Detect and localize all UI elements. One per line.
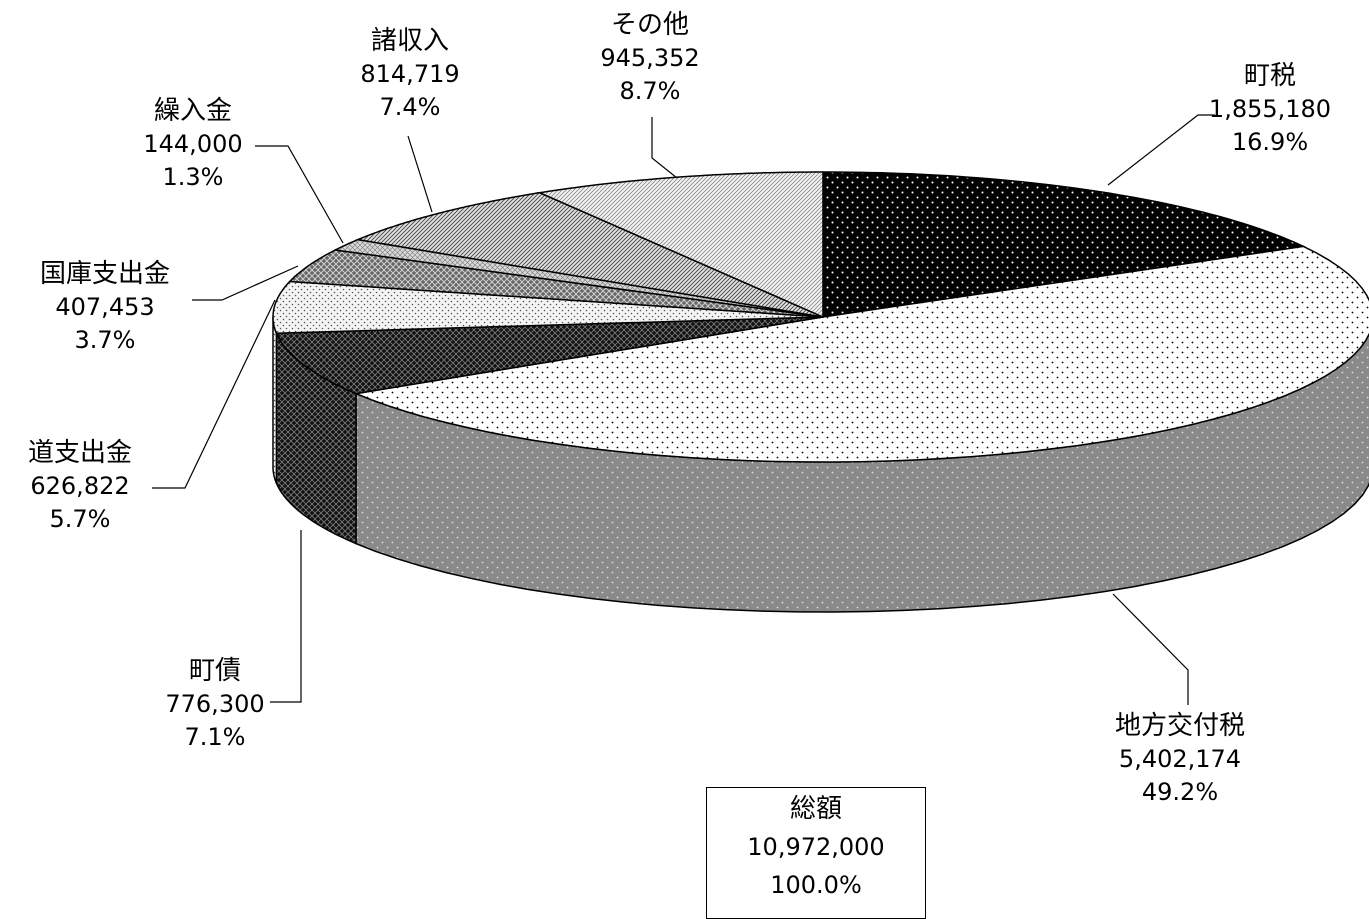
label-kokko: 国庫支出金 407,453 3.7% (20, 258, 190, 357)
slice-choze (822, 171, 1307, 318)
leader-shoshu (407, 135, 433, 213)
slice-chiho (353, 245, 1369, 463)
slice-value: 626,822 (30, 472, 130, 500)
slice-value: 144,000 (143, 130, 243, 158)
leader-kokko (192, 265, 299, 301)
slice-doshi (272, 280, 824, 334)
slice-kuriire (333, 238, 824, 318)
leader-chiho (1112, 593, 1189, 705)
slice-name: 国庫支出金 (39, 259, 170, 289)
slice-name: 道支出金 (27, 438, 132, 468)
leader-doshi (152, 299, 276, 489)
label-choze: 町税 1,855,180 16.9% (1205, 60, 1335, 159)
label-chiho: 地方交付税 5,402,174 49.2% (1100, 710, 1260, 809)
slice-value: 407,453 (55, 293, 155, 321)
label-shoshu: 諸収入 814,719 7.4% (350, 25, 470, 124)
slice-percent: 7.4% (379, 93, 441, 121)
slice-value: 1,855,180 (1208, 95, 1332, 123)
total-percent: 100.0% (770, 871, 862, 899)
label-kuriire: 繰入金 144,000 1.3% (133, 95, 253, 194)
leader-sonota (651, 117, 678, 179)
slice-chosai (275, 316, 824, 395)
leader-kuriire (255, 145, 344, 244)
slice-value: 945,352 (600, 44, 700, 72)
pie-slices (272, 171, 1369, 463)
total-value: 10,972,000 (747, 833, 885, 861)
slice-shoshu (355, 191, 824, 318)
slice-kokko (288, 249, 824, 318)
slice-percent: 49.2% (1141, 778, 1219, 806)
label-sonota: その他 945,352 8.7% (585, 9, 715, 108)
slice-name: 繰入金 (153, 96, 232, 126)
slice-name: 町債 (188, 656, 241, 686)
slice-value: 5,402,174 (1118, 745, 1242, 773)
slice-percent: 5.7% (49, 505, 111, 533)
slice-percent: 7.1% (184, 723, 246, 751)
slice-name: 町税 (1243, 61, 1296, 91)
leader-lines (152, 114, 1215, 705)
slice-name: 地方交付税 (1114, 711, 1245, 741)
slice-value: 776,300 (165, 690, 265, 718)
leader-chosai (270, 530, 302, 703)
slice-percent: 16.9% (1231, 128, 1309, 156)
slice-value: 814,719 (360, 60, 460, 88)
slice-name: 諸収入 (370, 26, 449, 56)
total-box: 総額 10,972,000 100.0% (706, 787, 926, 919)
total-label: 総額 (789, 794, 842, 824)
label-chosai: 町債 776,300 7.1% (155, 655, 275, 754)
leader-choze (1107, 114, 1215, 186)
slice-percent: 8.7% (619, 77, 681, 105)
label-doshi: 道支出金 626,822 5.7% (10, 437, 150, 536)
slice-percent: 3.7% (74, 326, 136, 354)
slice-percent: 1.3% (162, 163, 224, 191)
slice-side-doshi (272, 317, 278, 484)
slice-name: その他 (610, 10, 689, 40)
